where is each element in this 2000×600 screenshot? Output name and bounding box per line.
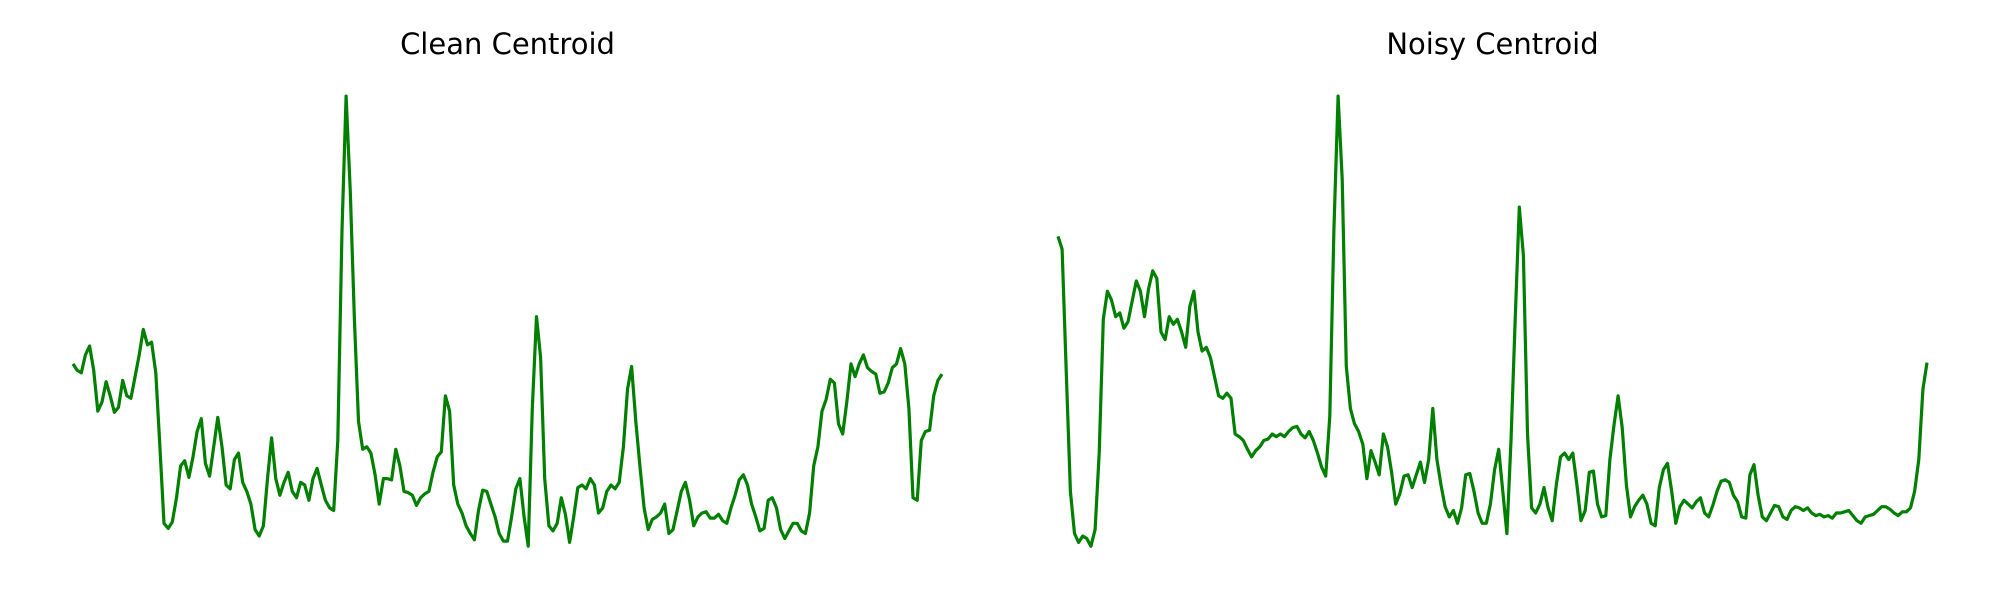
chart-title: Clean Centroid xyxy=(400,27,615,61)
data-line xyxy=(71,94,944,548)
chart-title: Noisy Centroid xyxy=(1386,27,1598,61)
data-line xyxy=(1056,94,1929,548)
